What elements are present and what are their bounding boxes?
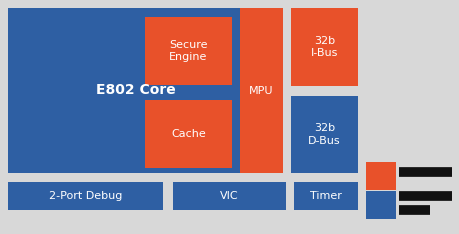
Text: E802 Core: E802 Core — [95, 84, 175, 98]
Text: MPU: MPU — [249, 85, 273, 95]
Bar — [8, 8, 263, 173]
Text: VIC: VIC — [220, 191, 238, 201]
Text: 2-Port Debug: 2-Port Debug — [49, 191, 122, 201]
Text: 32b
D-Bus: 32b D-Bus — [308, 123, 340, 146]
Bar — [145, 100, 231, 168]
Bar — [240, 8, 282, 173]
Text: Cache: Cache — [171, 129, 206, 139]
Bar — [145, 17, 231, 85]
Bar — [8, 182, 162, 210]
Bar — [291, 8, 357, 86]
Text: Secure
Engine: Secure Engine — [169, 40, 207, 62]
Bar — [365, 162, 395, 190]
Bar — [365, 191, 395, 219]
Text: 32b
I-Bus: 32b I-Bus — [310, 36, 337, 58]
Text: Timer: Timer — [309, 191, 341, 201]
Bar — [293, 182, 357, 210]
Bar — [173, 182, 285, 210]
Bar — [291, 96, 357, 173]
